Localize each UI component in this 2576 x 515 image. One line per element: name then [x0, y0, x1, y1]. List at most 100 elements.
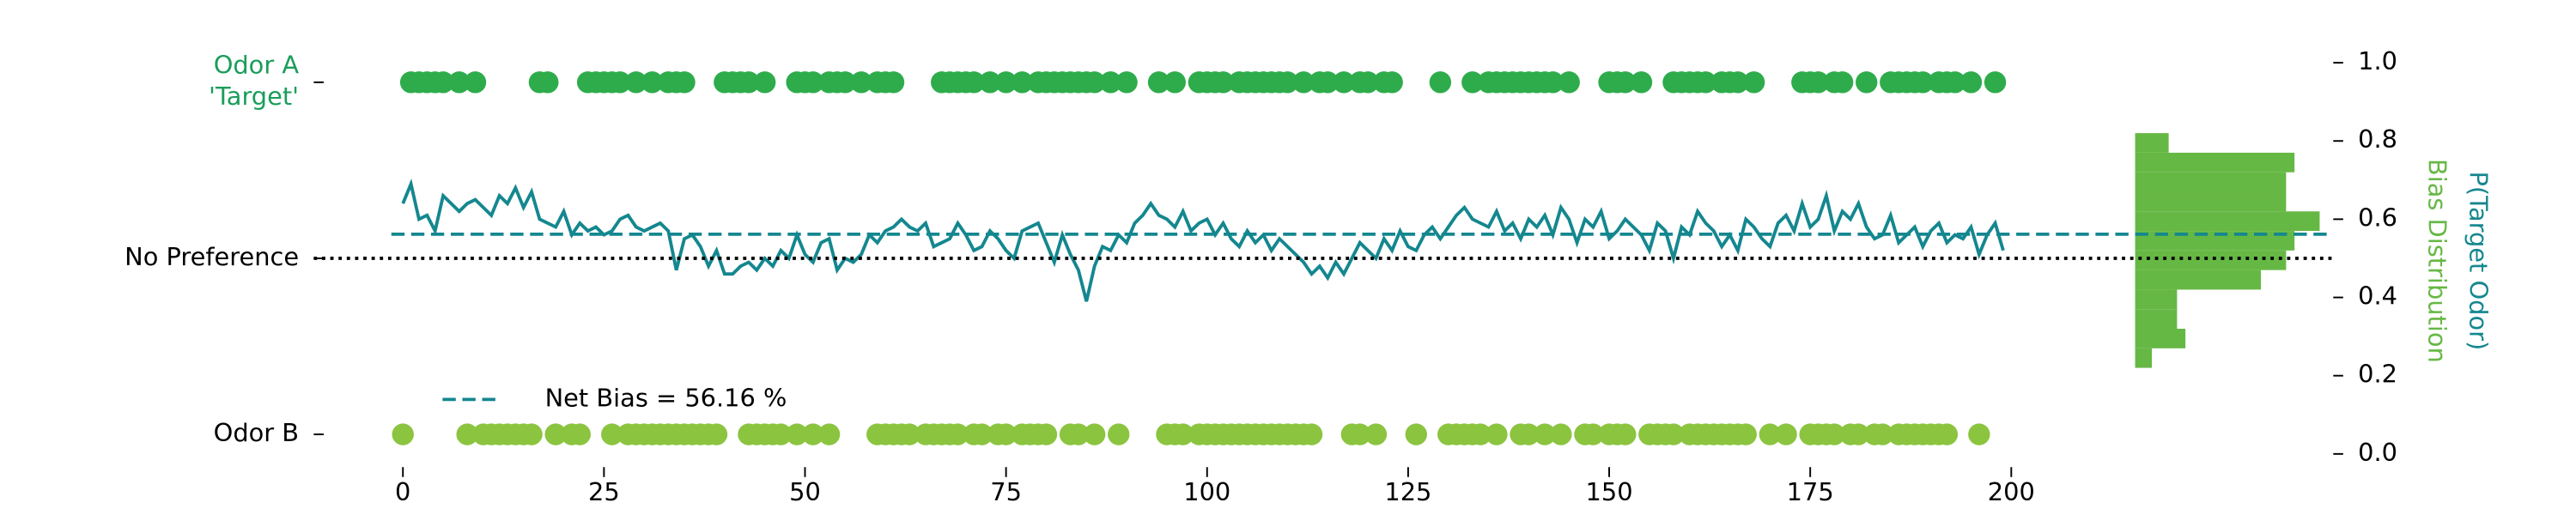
x-tick-label: 100 — [1183, 477, 1230, 506]
choice-dot — [1807, 71, 1830, 94]
choice-dot — [1742, 71, 1765, 94]
y2-tick-label: 1.0 — [2358, 46, 2397, 76]
choice-dot — [1300, 423, 1323, 445]
choice-dot — [1115, 71, 1138, 94]
y2-tick-label: 0.0 — [2358, 438, 2397, 467]
hist-bar — [2135, 211, 2320, 232]
choice-dot — [1984, 71, 2007, 94]
y-tick-label: Odor B — [214, 418, 299, 447]
choice-dot — [1550, 423, 1572, 445]
choice-dot — [970, 423, 993, 445]
choice-dot — [1823, 423, 1845, 445]
hist-bar — [2135, 309, 2178, 329]
choice-dot — [1614, 423, 1637, 445]
hist-bar — [2135, 289, 2178, 310]
choice-dot — [1759, 423, 1782, 445]
choice-dot — [1485, 423, 1508, 445]
x-tick-label: 175 — [1787, 477, 1834, 506]
choice-dot — [1083, 71, 1106, 94]
choice-dot — [1968, 423, 1990, 445]
choice-dot — [817, 423, 841, 445]
choice-dot — [850, 71, 872, 94]
choice-dot — [392, 423, 414, 445]
hist-axis-label: Bias Distribution — [2423, 159, 2452, 363]
hist-bar — [2135, 250, 2287, 270]
choice-dot — [1727, 71, 1749, 94]
legend-label: Net Bias = 56.16 % — [545, 383, 787, 412]
choice-dot — [1171, 423, 1194, 445]
choice-dot — [834, 71, 857, 94]
choice-dot — [1944, 71, 1966, 94]
choice-dot — [1847, 423, 1870, 445]
choice-dot — [1316, 71, 1339, 94]
y2-tick-label: 0.6 — [2358, 203, 2397, 232]
choice-dot — [1959, 71, 1983, 94]
choice-dot — [1541, 71, 1564, 94]
choice-dot — [979, 71, 1001, 94]
x-tick-label: 200 — [1988, 477, 2035, 506]
hist-bar — [2135, 270, 2262, 290]
choice-dot — [1067, 423, 1090, 445]
probability-line — [401, 179, 2005, 302]
y2-tick-label: 0.2 — [2358, 360, 2397, 389]
choice-dot — [1461, 71, 1484, 94]
choice-dot — [1083, 423, 1106, 445]
choice-dot — [544, 423, 567, 445]
choice-dot — [994, 71, 1018, 94]
choice-dot — [738, 71, 760, 94]
x-tick-label: 25 — [588, 477, 620, 506]
choice-dot — [1364, 423, 1388, 445]
choice-dot — [601, 423, 623, 445]
choice-dot — [994, 423, 1018, 445]
choice-dot — [882, 71, 905, 94]
hist-bar — [2135, 152, 2295, 173]
choice-dot — [1035, 423, 1058, 445]
choice-dot — [1357, 71, 1379, 94]
choice-dot — [1429, 71, 1452, 94]
choice-dot — [1212, 71, 1235, 94]
choice-dot — [1935, 423, 1959, 445]
choice-dot — [1099, 71, 1122, 94]
choice-dot — [1517, 423, 1540, 445]
choice-dot — [786, 423, 808, 445]
choice-dot — [1349, 423, 1371, 445]
choice-dot — [802, 423, 824, 445]
choice-dot — [1871, 423, 1894, 445]
choice-dot — [1662, 423, 1685, 445]
hist-bar — [2135, 191, 2287, 212]
choice-dot — [753, 71, 776, 94]
choice-dot — [705, 423, 728, 445]
x-tick-label: 50 — [789, 477, 821, 506]
y2-tick-label: 0.8 — [2358, 124, 2397, 154]
choice-dot — [1831, 71, 1854, 94]
choice-dot — [448, 71, 471, 94]
choice-dot — [1775, 423, 1797, 445]
x-tick-label: 125 — [1384, 477, 1431, 506]
y2-tick-label: 0.4 — [2358, 282, 2397, 311]
choice-dot — [1534, 423, 1556, 445]
hist-bar — [2135, 133, 2169, 153]
choice-dot — [464, 71, 487, 94]
hist-bar — [2135, 348, 2153, 368]
y-tick-label: No Preference — [125, 242, 299, 271]
choice-dot — [1911, 71, 1934, 94]
hist-bar — [2135, 172, 2287, 192]
choice-dot — [1469, 423, 1492, 445]
choice-dot — [1694, 71, 1717, 94]
choice-dot — [1147, 71, 1170, 94]
choice-dot — [1381, 71, 1403, 94]
choice-dot — [946, 423, 969, 445]
choice-dot — [456, 423, 478, 445]
choice-dot — [537, 71, 559, 94]
choice-dot — [1333, 71, 1355, 94]
choice-dot — [1630, 71, 1653, 94]
x-tick-label: 75 — [990, 477, 1022, 506]
choice-dot — [802, 71, 824, 94]
choice-dot — [520, 423, 543, 445]
choice-dot — [609, 71, 631, 94]
choice-dot — [568, 423, 591, 445]
choice-dot — [1614, 71, 1637, 94]
choice-dot — [1735, 423, 1757, 445]
choice-dot — [963, 71, 985, 94]
